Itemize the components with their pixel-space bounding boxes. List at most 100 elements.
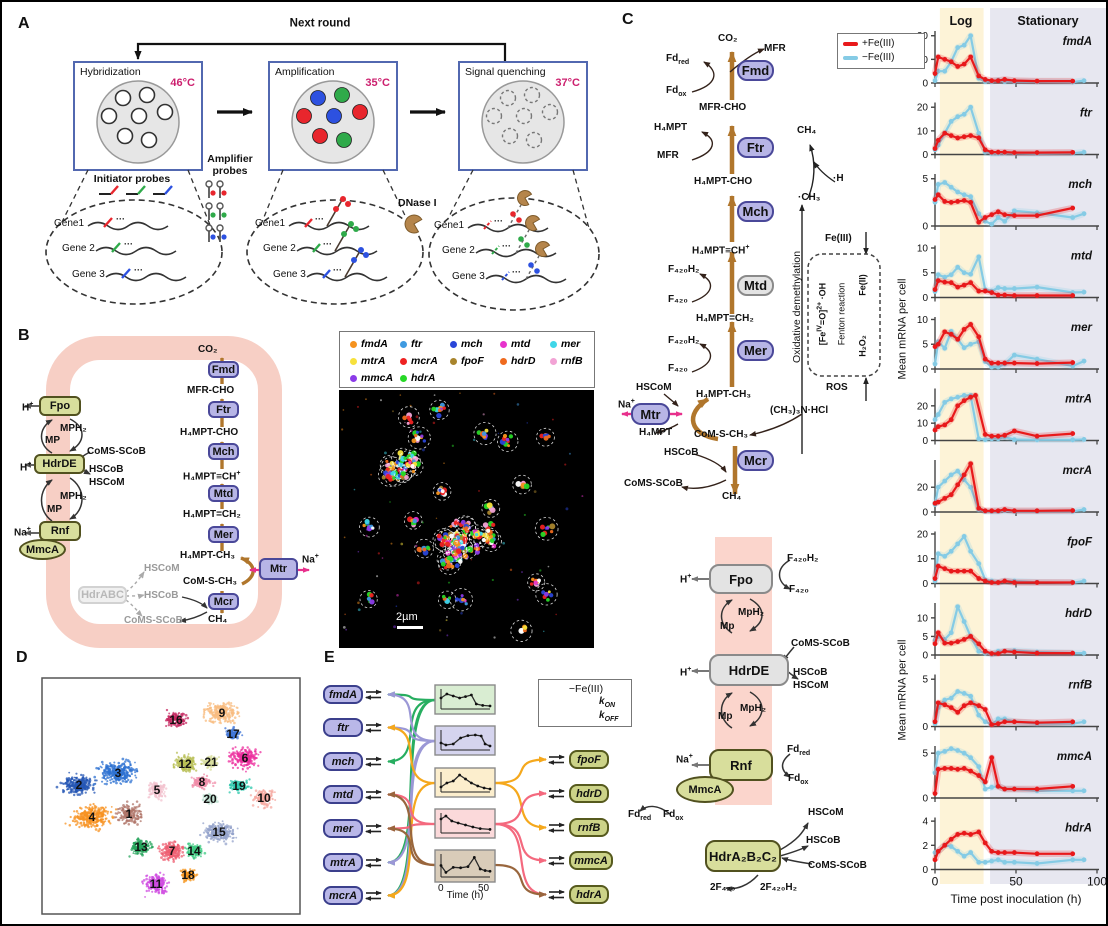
gene-label: Gene1 [255,218,286,229]
legend-label-mmcA: mmcA [361,372,394,384]
pathway-label: CoMS-SCoB [87,446,146,457]
enzyme-box-mtr: Mtr [631,403,670,425]
svg-text:···: ··· [124,239,133,249]
chart-gene-label: rnfB [1068,680,1092,692]
pathway-label: MFR [764,43,786,54]
cluster-label-19: 19 [232,779,246,793]
pathway-label: CoMS-SCoB [808,860,867,871]
scale-bar-label: 2µm [396,611,418,623]
svg-text:···: ··· [512,267,521,277]
fe-legend: +Fe(III) −Fe(III) [837,33,925,69]
minus-fe-label: −Fe(III) [862,52,895,63]
cluster-1 [113,800,143,826]
y-tick: 0 [922,722,928,733]
enzyme-box-mmca: MmcA [19,539,66,560]
x-tick: 0 [932,875,939,889]
y-tick: 0 [922,293,928,304]
gene-label: Gene 3 [452,271,485,282]
cluster-label-10: 10 [257,791,271,805]
pathway-label: CoMS-SCoB [791,638,850,649]
svg-text:···: ··· [494,216,503,226]
pathway-label: Na+ [14,526,31,539]
stage-title: Hybridization [80,66,141,78]
y-axis-label-bottom: Mean mRNA per cell [896,639,909,741]
fenton-reaction-box [807,253,881,377]
pathway-label: HSCoM [808,807,844,818]
cluster-label-5: 5 [154,783,161,797]
chart-mcrA: 0 20 mcrA [917,460,1099,519]
panel-b-label: B [18,327,30,344]
legend-label-mcrA: mcrA [411,355,438,367]
amplifier-probes-label-2: probes [212,164,248,177]
y-tick: 10 [917,243,929,254]
enzyme-box-mer: Mer [737,340,774,361]
enzyme-box-ftr: Ftr [208,401,239,418]
log-phase-header: Log [949,13,973,28]
pathway-label: F₄₂₀H₂ [668,335,700,346]
cluster-20 [201,792,219,805]
legend-dot-hdrA [400,374,407,382]
cluster-label-9: 9 [219,706,226,720]
initiator-probes-label: Initiator probes [93,172,171,185]
legend-label-fpoF: fpoF [461,355,484,367]
legend-dot-mtd [500,340,507,348]
x-tick: 100 [1087,875,1107,889]
pathway-label: H₄MPT=CH₂ [183,509,241,520]
enzyme-box-mtd: mtd [323,785,363,804]
legend-label-mtrA: mtrA [361,355,386,367]
chart-gene-label: mtrA [1065,394,1092,406]
y-axis-label-top: Mean mRNA per cell [896,278,909,380]
enzyme-box-hdrabc: HdrA₂B₂C₂ [705,840,781,872]
gene-label: Gene 2 [62,243,95,254]
cluster-17 [224,725,244,740]
pathway-label: CH₄ [797,125,817,136]
enzyme-box-hdrabc: HdrABC [78,586,127,604]
y-tick: 10 [917,613,929,624]
pathway-label: H₄MPT-CH₃ [696,389,751,400]
legend-dot-mer [550,340,557,348]
cluster-12 [172,751,203,773]
pathway-label: F₄₂₀H₂ [787,553,819,564]
pathway-label: Fdred [666,53,690,67]
pathway-label: [FeIV=O]2+ ·OH [816,282,828,346]
cluster-label-7: 7 [169,844,176,858]
kinetics-legend: −Fe(III) kON kOFF [538,679,632,727]
y-tick: 10 [917,419,929,430]
y-tick: 2 [922,841,928,852]
svg-text:···: ··· [323,239,332,249]
y-tick: 4 [922,817,928,828]
enzyme-box-fpo: Fpo [709,564,773,594]
y-tick: 5 [922,340,928,351]
pathway-label: CoMS-SCoB [624,478,683,489]
pathway-label: HSCoB [806,835,841,846]
stationary-phase-header: Stationary [1017,13,1079,28]
panel-a-label: A [18,15,30,32]
cluster-label-18: 18 [181,868,195,882]
y-tick: 10 [917,315,929,326]
enzyme-box-ftr: Ftr [737,137,774,158]
kon-label: kON [599,696,616,710]
chart-mch: 0 5 mch [922,174,1099,233]
panel-c-label: C [622,11,634,28]
chart-mtrA: 0 10 20 mtrA [917,388,1099,447]
pathway-label: Mp [718,711,733,722]
pathway-label: CH₄ [722,491,742,502]
cluster-label-12: 12 [178,757,192,771]
plus-fe-label: +Fe(III) [862,38,895,49]
chart-mmcA: 0 5 mmcA [922,745,1099,805]
chart-gene-label: ftr [1080,108,1093,120]
cluster-label-17: 17 [226,727,240,741]
next-round-label: Next round [289,17,351,30]
cluster-label-20: 20 [203,792,217,806]
enzyme-box-rnfb: rnfB [569,818,609,837]
cluster-7 [156,840,185,863]
enzyme-box-hdrd: hdrD [569,784,609,803]
chart-gene-label: fpoF [1067,537,1093,549]
pathway-label: Fdox [666,85,687,99]
pathway-label: Fdred [787,744,811,758]
gene-label: Gene 2 [442,245,475,256]
chart-fmdA: 01020fmdA [917,31,1099,90]
cluster-2 [55,771,98,797]
expression-profile-plot-0 [434,684,496,715]
